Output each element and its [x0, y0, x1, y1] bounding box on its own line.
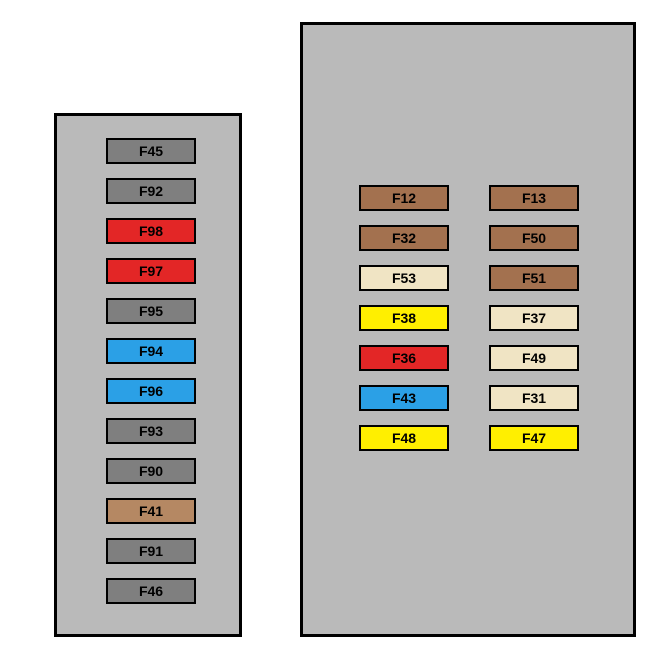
fuse-label: F51 — [522, 270, 546, 286]
fuse-f12: F12 — [359, 185, 449, 211]
fuse-label: F48 — [392, 430, 416, 446]
fuse-label: F47 — [522, 430, 546, 446]
fuse-label: F37 — [522, 310, 546, 326]
fuse-f32: F32 — [359, 225, 449, 251]
fuse-f37: F37 — [489, 305, 579, 331]
fuse-f95: F95 — [106, 298, 196, 324]
fuse-f94: F94 — [106, 338, 196, 364]
fuse-f50: F50 — [489, 225, 579, 251]
fuse-f38: F38 — [359, 305, 449, 331]
fuse-f97: F97 — [106, 258, 196, 284]
fuse-f36: F36 — [359, 345, 449, 371]
fuse-label: F12 — [392, 190, 416, 206]
fuse-label: F94 — [139, 343, 163, 359]
fuse-label: F90 — [139, 463, 163, 479]
fuse-f41: F41 — [106, 498, 196, 524]
fuse-f98: F98 — [106, 218, 196, 244]
fuse-label: F13 — [522, 190, 546, 206]
fuse-label: F41 — [139, 503, 163, 519]
left-fuse-panel: F45 F92 F98 F97 F95 F94 F96 F93 F90 F41 F91 F46 — [54, 113, 242, 637]
fuse-label: F45 — [139, 143, 163, 159]
fuse-label: F93 — [139, 423, 163, 439]
fuse-f53: F53 — [359, 265, 449, 291]
fuse-f92: F92 — [106, 178, 196, 204]
fuse-f47: F47 — [489, 425, 579, 451]
fuse-f90: F90 — [106, 458, 196, 484]
fuse-label: F95 — [139, 303, 163, 319]
fuse-label: F36 — [392, 350, 416, 366]
fuse-label: F49 — [522, 350, 546, 366]
fuse-label: F50 — [522, 230, 546, 246]
fuse-label: F31 — [522, 390, 546, 406]
fuse-f51: F51 — [489, 265, 579, 291]
fuse-f91: F91 — [106, 538, 196, 564]
fuse-f96: F96 — [106, 378, 196, 404]
fuse-label: F98 — [139, 223, 163, 239]
fuse-f48: F48 — [359, 425, 449, 451]
fuse-label: F46 — [139, 583, 163, 599]
fuse-f49: F49 — [489, 345, 579, 371]
fuse-label: F91 — [139, 543, 163, 559]
fuse-f13: F13 — [489, 185, 579, 211]
fuse-f31: F31 — [489, 385, 579, 411]
fuse-label: F32 — [392, 230, 416, 246]
fuse-label: F97 — [139, 263, 163, 279]
right-fuse-panel: F12 F32 F53 F38 F36 F43 F48 F13 F50 F51 F37 F49 F31 F… — [300, 22, 636, 637]
fuse-label: F96 — [139, 383, 163, 399]
fuse-f46: F46 — [106, 578, 196, 604]
fuse-label: F92 — [139, 183, 163, 199]
fuse-label: F53 — [392, 270, 416, 286]
fuse-label: F43 — [392, 390, 416, 406]
fuse-f43: F43 — [359, 385, 449, 411]
fuse-f45: F45 — [106, 138, 196, 164]
fuse-f93: F93 — [106, 418, 196, 444]
fuse-label: F38 — [392, 310, 416, 326]
